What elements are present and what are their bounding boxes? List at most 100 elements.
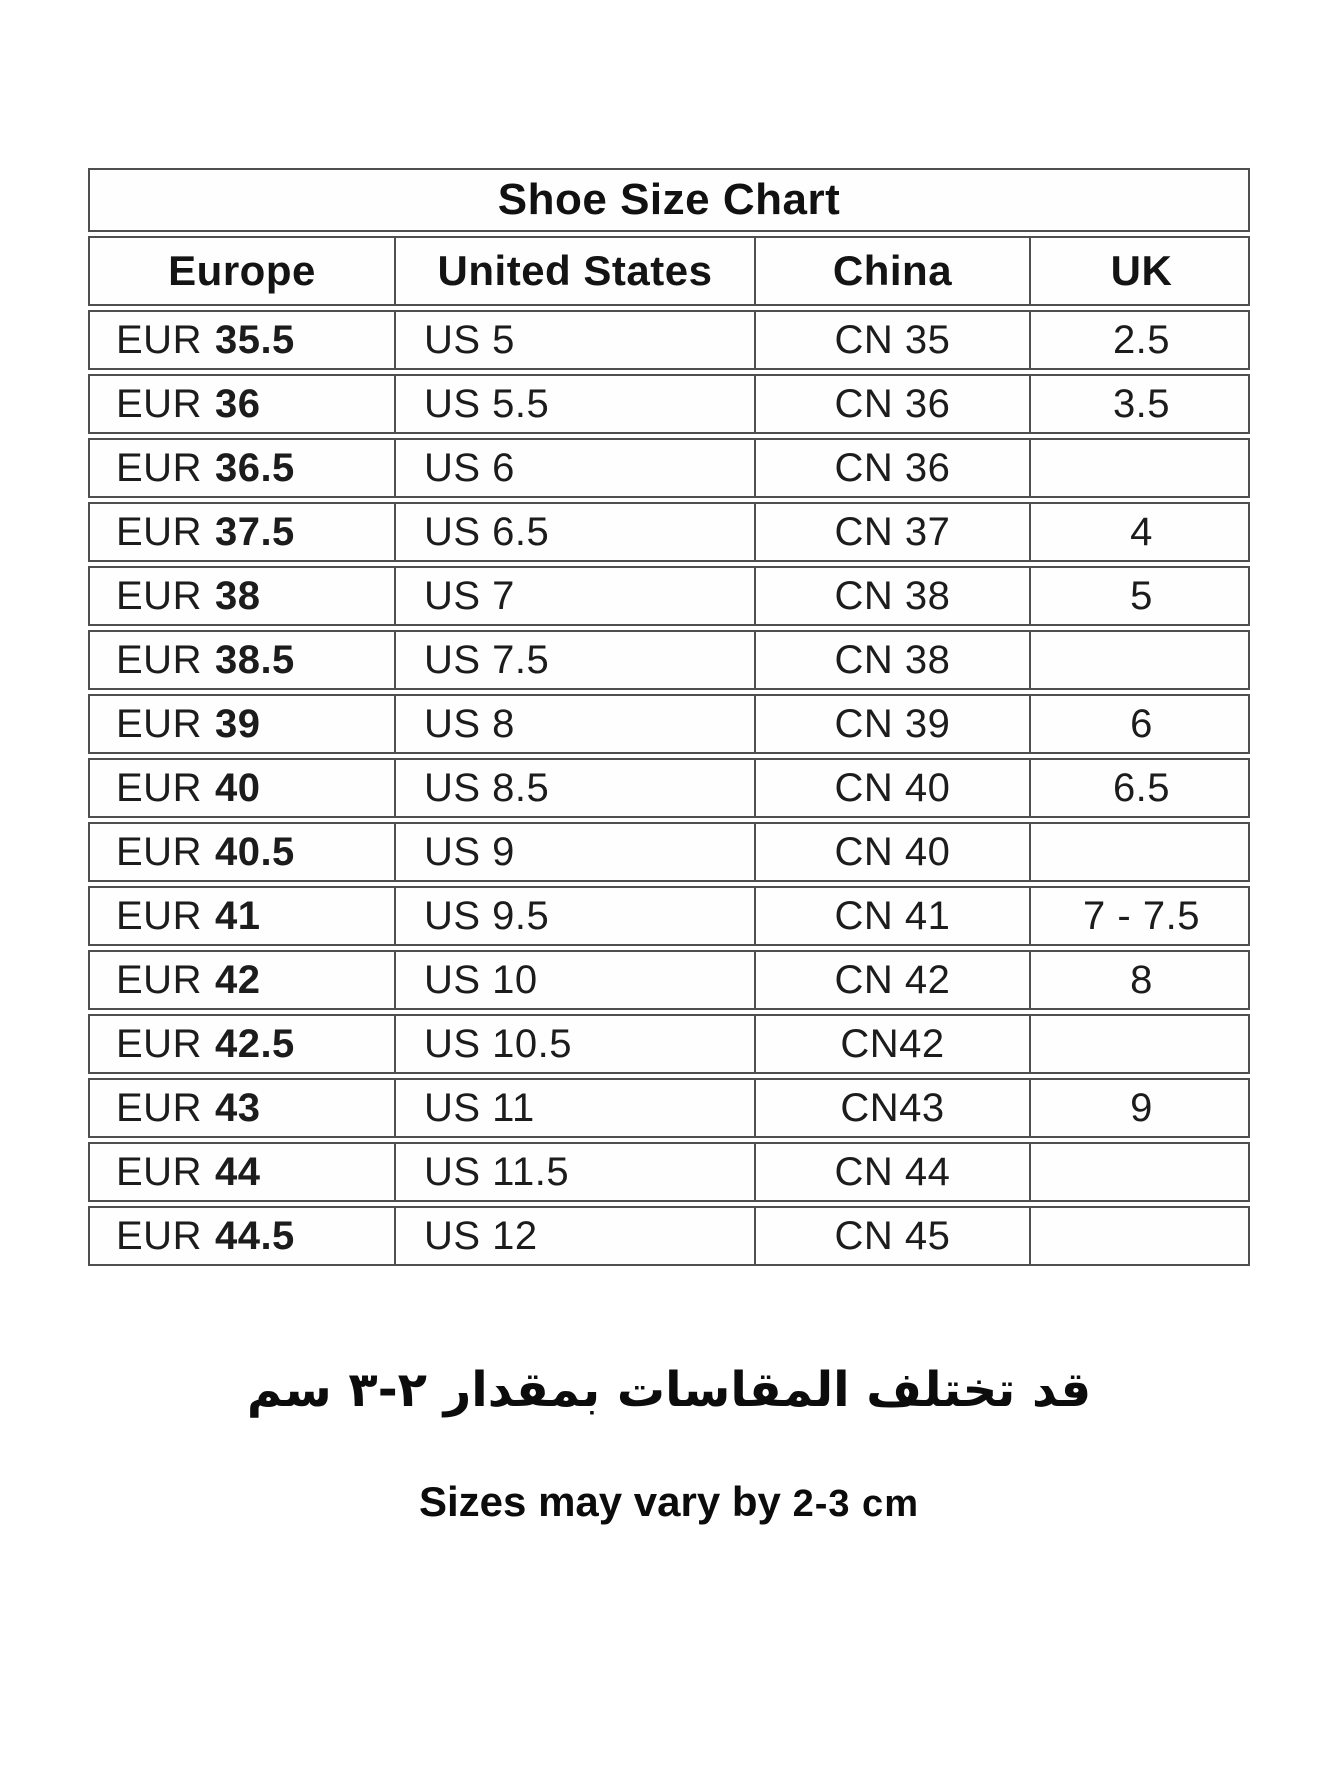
column-header-europe: Europe (90, 238, 396, 304)
cell-uk-size: 4 (1130, 509, 1153, 554)
cell-china-size: CN 42 (756, 952, 1031, 1008)
eur-size-value: 38 (214, 573, 261, 618)
cell-china-size: CN 44 (756, 1144, 1031, 1200)
cell-europe: EUR 41 (90, 888, 396, 944)
eur-prefix: EUR (116, 317, 202, 362)
cell-us-size: US 9.5 (396, 888, 756, 944)
eur-size-value: 40 (214, 765, 261, 810)
eur-size-value: 36 (214, 381, 261, 426)
shoe-size-table: Shoe Size Chart Europe United States Chi… (88, 168, 1250, 1270)
cell-europe: EUR 38 (90, 568, 396, 624)
eur-size-value: 38.5 (214, 637, 295, 682)
eur-prefix: EUR (116, 445, 202, 490)
cell-europe: EUR 35.5 (90, 312, 396, 368)
cell-uk-size: 6 (1130, 701, 1153, 746)
cell-uk-size (1031, 824, 1252, 880)
cell-uk-size: 3.5 (1112, 381, 1171, 426)
cell-europe: EUR 42 (90, 952, 396, 1008)
table-title-row: Shoe Size Chart (88, 168, 1250, 232)
eur-prefix: EUR (116, 509, 202, 554)
table-row: EUR 38.5 US 7.5 CN 38 (88, 630, 1250, 690)
eur-prefix: EUR (116, 893, 202, 938)
eur-size-value: 37.5 (214, 509, 295, 554)
table-row: EUR 43 US 11 CN43 9 (88, 1078, 1250, 1138)
cell-uk-size: 9 (1130, 1085, 1153, 1130)
table-row: EUR 39 US 8 CN 39 6 (88, 694, 1250, 754)
table-row: EUR 41 US 9.5 CN 41 7 - 7.5 (88, 886, 1250, 946)
eur-size-value: 44 (214, 1149, 261, 1194)
eur-prefix: EUR (116, 701, 202, 746)
cell-us-size: US 11.5 (396, 1144, 756, 1200)
cell-uk-size: 7 - 7.5 (1083, 893, 1200, 938)
eur-prefix: EUR (116, 637, 202, 682)
eur-size-value: 35.5 (214, 317, 295, 362)
table-title: Shoe Size Chart (497, 175, 841, 224)
table-row: EUR 37.5 US 6.5 CN 37 4 (88, 502, 1250, 562)
cell-uk-size: 2.5 (1112, 317, 1171, 362)
cell-china-size: CN43 (756, 1080, 1031, 1136)
cell-china-size: CN 40 (756, 760, 1031, 816)
cell-china-size: CN 36 (756, 376, 1031, 432)
cell-europe: EUR 43 (90, 1080, 396, 1136)
table-row: EUR 38 US 7 CN 38 5 (88, 566, 1250, 626)
cell-us-size: US 8 (396, 696, 756, 752)
column-header-united-states: United States (396, 238, 756, 304)
cell-us-size: US 9 (396, 824, 756, 880)
cell-china-size: CN 45 (756, 1208, 1031, 1264)
cell-us-size: US 7.5 (396, 632, 756, 688)
cell-china-size: CN42 (756, 1016, 1031, 1072)
eur-size-value: 42 (214, 957, 261, 1002)
cell-china-size: CN 40 (756, 824, 1031, 880)
eur-prefix: EUR (116, 573, 202, 618)
cell-europe: EUR 40 (90, 760, 396, 816)
eur-size-value: 43 (214, 1085, 261, 1130)
eur-size-value: 36.5 (214, 445, 295, 490)
cell-us-size: US 5.5 (396, 376, 756, 432)
table-row: EUR 40 US 8.5 CN 40 6.5 (88, 758, 1250, 818)
cell-uk-size: 6.5 (1112, 765, 1171, 810)
cell-china-size: CN 37 (756, 504, 1031, 560)
table-row: EUR 36 US 5.5 CN 36 3.5 (88, 374, 1250, 434)
cell-us-size: US 5 (396, 312, 756, 368)
table-row: EUR 44.5 US 12 CN 45 (88, 1206, 1250, 1266)
eur-prefix: EUR (116, 1085, 202, 1130)
eur-prefix: EUR (116, 765, 202, 810)
cell-europe: EUR 38.5 (90, 632, 396, 688)
cell-uk-size (1031, 1016, 1252, 1072)
cell-uk-size (1031, 1144, 1252, 1200)
cell-us-size: US 12 (396, 1208, 756, 1264)
cell-europe: EUR 36 (90, 376, 396, 432)
eur-prefix: EUR (116, 1021, 202, 1066)
table-row: EUR 35.5 US 5 CN 35 2.5 (88, 310, 1250, 370)
cell-us-size: US 10.5 (396, 1016, 756, 1072)
cell-us-size: US 11 (396, 1080, 756, 1136)
eur-prefix: EUR (116, 381, 202, 426)
eur-size-value: 44.5 (214, 1213, 295, 1258)
cell-europe: EUR 44.5 (90, 1208, 396, 1264)
column-header-china: China (756, 238, 1031, 304)
size-table-body: EUR 35.5 US 5 CN 35 2.5 EUR 36 US 5.5 CN… (88, 310, 1250, 1266)
cell-china-size: CN 41 (756, 888, 1031, 944)
cell-uk-size: 8 (1130, 957, 1153, 1002)
cell-us-size: US 7 (396, 568, 756, 624)
eur-size-value: 39 (214, 701, 261, 746)
english-caption-value: 2-3 cm (792, 1483, 919, 1525)
cell-china-size: CN 36 (756, 440, 1031, 496)
eur-size-value: 42.5 (214, 1021, 295, 1066)
cell-us-size: US 6.5 (396, 504, 756, 560)
cell-china-size: CN 35 (756, 312, 1031, 368)
column-header-uk: UK (1110, 247, 1173, 294)
cell-uk-size (1031, 1208, 1252, 1264)
cell-uk-size (1031, 440, 1252, 496)
cell-europe: EUR 42.5 (90, 1016, 396, 1072)
cell-europe: EUR 37.5 (90, 504, 396, 560)
cell-uk-size: 5 (1130, 573, 1153, 618)
cell-china-size: CN 39 (756, 696, 1031, 752)
cell-europe: EUR 36.5 (90, 440, 396, 496)
cell-us-size: US 6 (396, 440, 756, 496)
table-row: EUR 36.5 US 6 CN 36 (88, 438, 1250, 498)
cell-china-size: CN 38 (756, 632, 1031, 688)
arabic-caption: قد تختلف المقاسات بمقدار ٢-٣ سم (246, 1362, 1092, 1418)
cell-europe: EUR 39 (90, 696, 396, 752)
